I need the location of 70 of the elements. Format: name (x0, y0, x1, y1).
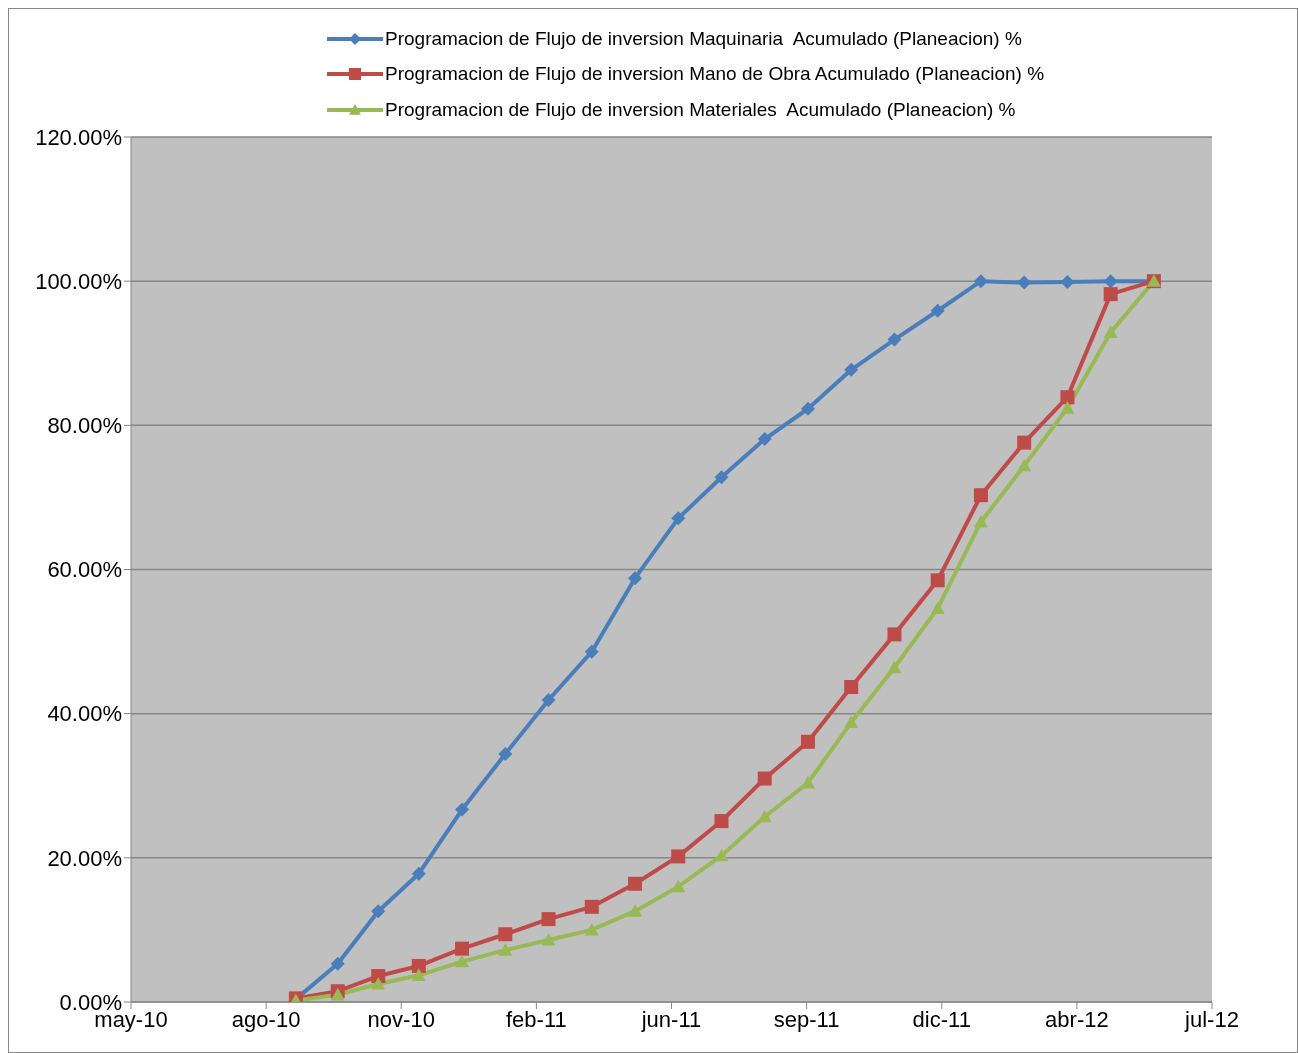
point (714, 814, 729, 829)
point (411, 958, 426, 973)
point (973, 488, 988, 503)
point (1060, 401, 1075, 414)
point (800, 401, 815, 416)
point (1103, 287, 1118, 302)
x-tick-label: sep-11 (773, 1006, 840, 1032)
point (887, 332, 902, 347)
y-tick-label: 120.00% (35, 124, 122, 150)
x-tick-label: feb-11 (506, 1006, 567, 1032)
y-tick-label: 40.00% (47, 701, 122, 727)
point (411, 968, 426, 981)
point (757, 771, 772, 786)
point (411, 866, 426, 881)
x-tick-label: dic-11 (912, 1006, 971, 1032)
point (455, 941, 470, 956)
x-tick-label: jul-12 (1184, 1006, 1239, 1032)
point (541, 933, 556, 946)
point (844, 362, 859, 377)
point (371, 976, 386, 990)
point (671, 849, 686, 864)
point (541, 912, 556, 927)
point (541, 692, 556, 707)
y-tick-label: 100.00% (35, 268, 122, 294)
point (930, 303, 945, 318)
point (628, 876, 643, 891)
point (498, 747, 513, 762)
point (714, 848, 729, 862)
point (973, 514, 988, 528)
point (455, 802, 470, 817)
point (584, 644, 599, 659)
legend-label: Programacion de Flujo de inversion Maquinaria Acumulado (Planeacion) % (385, 27, 1022, 50)
point (973, 274, 988, 289)
point (584, 899, 599, 914)
point (1060, 390, 1075, 405)
point (628, 571, 643, 586)
x-tick-label: nov-10 (367, 1006, 435, 1032)
y-tick-label: 80.00% (47, 413, 122, 439)
point (714, 470, 729, 485)
point (584, 922, 599, 936)
point (628, 904, 643, 917)
x-tick-label: jun-11 (640, 1006, 702, 1032)
point (844, 715, 859, 728)
point (757, 809, 772, 823)
point (1103, 325, 1118, 338)
point (455, 954, 470, 968)
point (800, 734, 815, 749)
point (371, 904, 386, 919)
point (887, 660, 902, 674)
point (498, 927, 513, 942)
point (930, 601, 945, 615)
point (1060, 274, 1075, 289)
point (930, 573, 945, 588)
y-tick-label: 60.00% (47, 557, 122, 583)
point (330, 956, 345, 971)
point (844, 680, 859, 694)
point (1017, 275, 1032, 290)
legend-label: Programacion de Flujo de inversion Mano de Obra Acumulado (Planeacion) % (385, 63, 1045, 86)
point (671, 511, 686, 526)
point (1017, 435, 1032, 450)
point (1017, 458, 1032, 472)
point (887, 627, 902, 642)
legend-label: Programacion de Flujo de inversion Materiales Acumulado (Planeacion) % (385, 98, 1016, 121)
point (1103, 274, 1118, 289)
point (757, 432, 772, 447)
point (498, 943, 513, 956)
x-tick-label: abr-12 (1045, 1006, 1109, 1032)
x-tick-label: ago-10 (231, 1006, 301, 1032)
point (671, 879, 686, 893)
y-tick-label: 20.00% (47, 845, 122, 871)
